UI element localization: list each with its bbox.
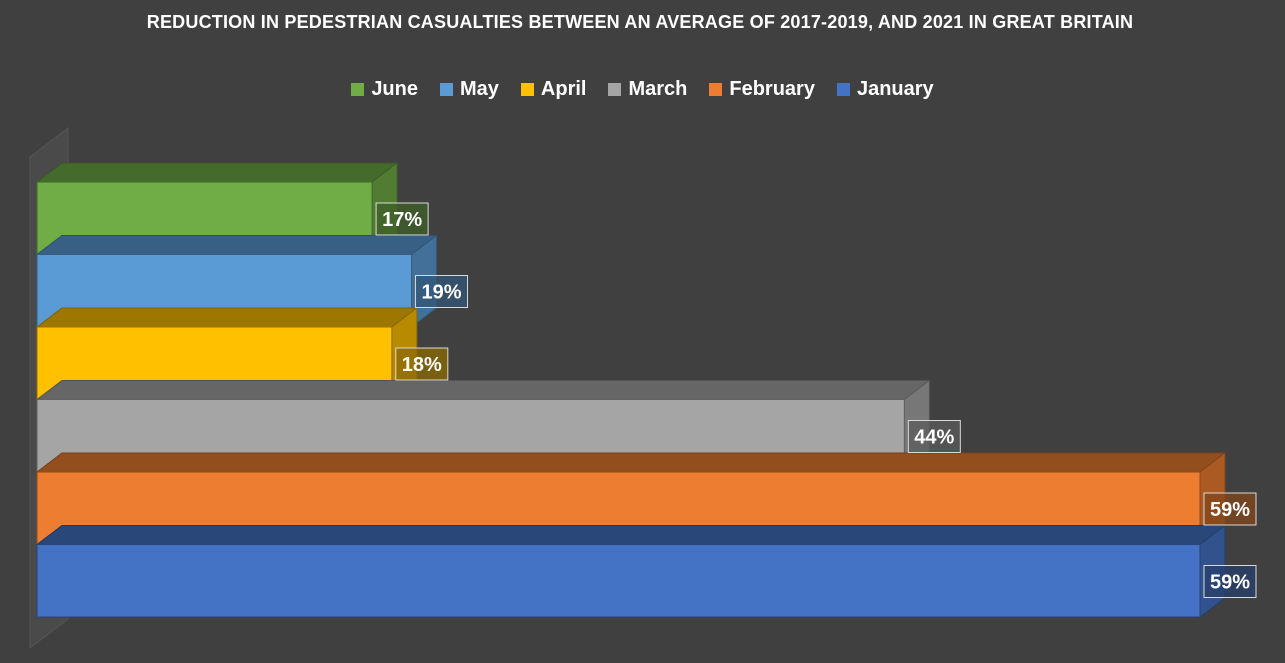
legend-item-february: February	[709, 78, 815, 101]
bar-january	[35, 524, 1227, 619]
data-label-june: 17%	[375, 202, 429, 236]
legend: June May April March February January	[0, 78, 1285, 101]
bar-top-face	[35, 235, 439, 255]
data-label-text: 18%	[402, 354, 442, 376]
data-label-january: 59%	[1203, 565, 1257, 598]
data-label-text: 19%	[422, 282, 462, 304]
bar-top-face	[35, 162, 399, 183]
legend-swatch	[440, 83, 453, 96]
data-label-box	[1203, 492, 1257, 526]
bar-top-face	[35, 307, 419, 328]
bar-top-face	[35, 380, 931, 400]
bar-top-face	[35, 452, 1227, 473]
legend-swatch	[709, 83, 723, 96]
data-label-march: 44%	[907, 420, 961, 453]
data-label-box	[415, 275, 469, 308]
bar-front-face	[36, 544, 1201, 618]
bar-top-face	[35, 525, 1227, 545]
legend-item-june: June	[351, 78, 418, 101]
legend-swatch	[836, 83, 850, 96]
legend-item-may: May	[440, 78, 499, 101]
legend-swatch	[520, 83, 534, 96]
legend-label: May	[460, 78, 499, 100]
data-label-text: 17%	[382, 209, 422, 231]
legend-item-april: April	[520, 78, 587, 101]
data-label-box	[395, 347, 449, 381]
legend-swatch	[351, 83, 365, 96]
data-label-box	[375, 202, 429, 236]
data-label-text: 59%	[1210, 499, 1250, 521]
data-label-may: 19%	[415, 275, 469, 308]
data-label-text: 59%	[1210, 572, 1250, 594]
chart-title: REDUCTION IN PEDESTRIAN CASUALTIES BETWE…	[146, 12, 1134, 32]
legend-label: April	[540, 78, 587, 100]
data-label-april: 18%	[395, 347, 449, 381]
legend-item-march: March	[608, 78, 687, 101]
legend-item-january: January	[836, 78, 934, 101]
legend-label: June	[371, 78, 418, 100]
data-label-box	[1203, 565, 1257, 598]
data-label-february: 59%	[1203, 492, 1257, 526]
data-label-text: 44%	[914, 427, 954, 449]
data-label-box	[907, 420, 961, 453]
legend-label: February	[729, 78, 815, 100]
legend-swatch	[608, 83, 622, 96]
legend-label: January	[856, 78, 934, 100]
legend-label: March	[628, 78, 688, 100]
